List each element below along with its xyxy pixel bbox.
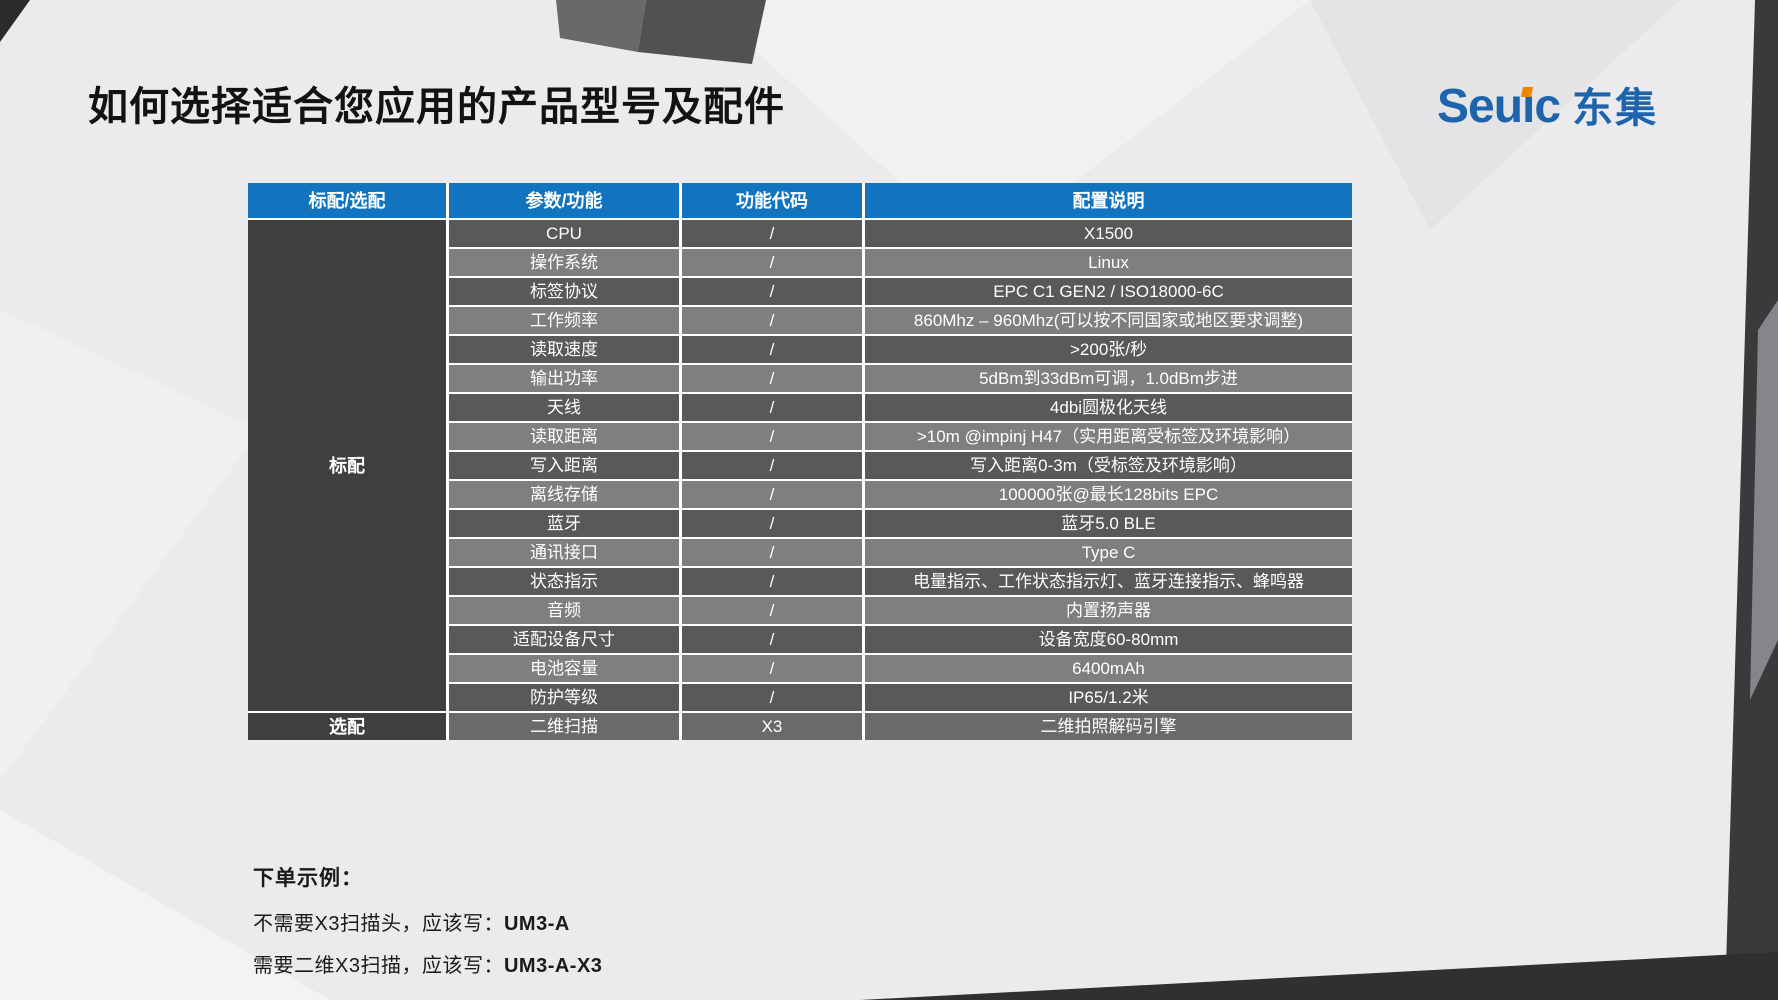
desc-cell: Type C	[865, 539, 1352, 566]
code-cell: /	[682, 394, 862, 421]
desc-cell: 内置扬声器	[865, 597, 1352, 624]
code-cell: /	[682, 626, 862, 653]
code-cell: /	[682, 539, 862, 566]
seuic-logo: Seuı c 东集	[1437, 74, 1658, 134]
logo-cjk-text: 东集	[1572, 85, 1659, 131]
param-cell: 适配设备尺寸	[449, 626, 679, 653]
header-cell: 标配/选配	[248, 183, 446, 218]
code-cell: /	[682, 684, 862, 711]
code-cell: /	[682, 307, 862, 334]
code-cell: /	[682, 336, 862, 363]
code-cell: /	[682, 249, 862, 276]
code-cell: /	[682, 655, 862, 682]
param-cell: 电池容量	[449, 655, 679, 682]
code-cell: /	[682, 220, 862, 247]
order-examples-heading: 下单示例：	[253, 867, 363, 890]
param-cell: 防护等级	[449, 684, 679, 711]
desc-cell: Linux	[865, 249, 1352, 276]
logo-latin-text: Seuı c	[1437, 80, 1561, 133]
code-cell: /	[682, 568, 862, 595]
param-cell: 工作频率	[449, 307, 679, 334]
header-cell: 功能代码	[682, 183, 862, 218]
order-example-model: UM3-A	[503, 913, 570, 935]
desc-cell: EPC C1 GEN2 / ISO18000-6C	[865, 278, 1352, 305]
logo-letter-i: ı	[1520, 80, 1535, 133]
desc-cell: X1500	[865, 220, 1352, 247]
param-cell: 操作系统	[449, 249, 679, 276]
order-example-prefix: 需要二维X3扫描，应该写：	[253, 955, 504, 977]
order-example-model: UM3-A-X3	[503, 955, 603, 977]
desc-cell: >10m @impinj H47（实用距离受标签及环境影响）	[865, 423, 1352, 450]
code-cell: /	[682, 510, 862, 537]
header-cell: 参数/功能	[449, 183, 679, 218]
order-example-prefix: 不需要X3扫描头，应该写：	[253, 913, 504, 935]
code-cell: /	[682, 452, 862, 479]
desc-cell: 860Mhz – 960Mhz(可以按不同国家或地区要求调整)	[865, 307, 1352, 334]
order-example-line: 不需要X3扫描头，应该写：UM3-A	[253, 907, 602, 936]
desc-cell: 设备宽度60-80mm	[865, 626, 1352, 653]
param-cell: 音频	[449, 597, 679, 624]
spec-table: 标配/选配 参数/功能 功能代码 配置说明 标配 CPU / X1500 操作系统 / Linux 标…	[248, 183, 1352, 740]
desc-cell: 蓝牙5.0 BLE	[865, 510, 1352, 537]
param-cell: 输出功率	[449, 365, 679, 392]
page-title: 如何选择适合您应用的产品型号及配件	[88, 85, 785, 129]
header-cell: 配置说明	[865, 183, 1352, 218]
desc-cell: IP65/1.2米	[865, 684, 1352, 711]
code-cell: X3	[682, 713, 862, 740]
desc-cell: 二维拍照解码引擎	[865, 713, 1352, 740]
order-example-line: 需要二维X3扫描，应该写：UM3-A-X3	[253, 949, 602, 978]
param-cell: 读取速度	[449, 336, 679, 363]
desc-cell: >200张/秒	[865, 336, 1352, 363]
param-cell: 写入距离	[449, 452, 679, 479]
param-cell: 通讯接口	[449, 539, 679, 566]
param-cell: 离线存储	[449, 481, 679, 508]
code-cell: /	[682, 481, 862, 508]
code-cell: /	[682, 597, 862, 624]
param-cell: 读取距离	[449, 423, 679, 450]
param-cell: 蓝牙	[449, 510, 679, 537]
desc-cell: 写入距离0-3m（受标签及环境影响）	[865, 452, 1352, 479]
desc-cell: 100000张@最长128bits EPC	[865, 481, 1352, 508]
param-cell: 二维扫描	[449, 713, 679, 740]
code-cell: /	[682, 423, 862, 450]
param-cell: 标签协议	[449, 278, 679, 305]
code-cell: /	[682, 365, 862, 392]
param-cell: 天线	[449, 394, 679, 421]
group-label-standard: 标配	[248, 220, 446, 711]
group-label-optional: 选配	[248, 713, 446, 740]
param-cell: 状态指示	[449, 568, 679, 595]
order-examples: 下单示例： 不需要X3扫描头，应该写：UM3-A 需要二维X3扫描，应该写：UM…	[253, 862, 602, 991]
desc-cell: 4dbi圆极化天线	[865, 394, 1352, 421]
desc-cell: 6400mAh	[865, 655, 1352, 682]
desc-cell: 电量指示、工作状态指示灯、蓝牙连接指示、蜂鸣器	[865, 568, 1352, 595]
code-cell: /	[682, 278, 862, 305]
param-cell: CPU	[449, 220, 679, 247]
desc-cell: 5dBm到33dBm可调，1.0dBm步进	[865, 365, 1352, 392]
